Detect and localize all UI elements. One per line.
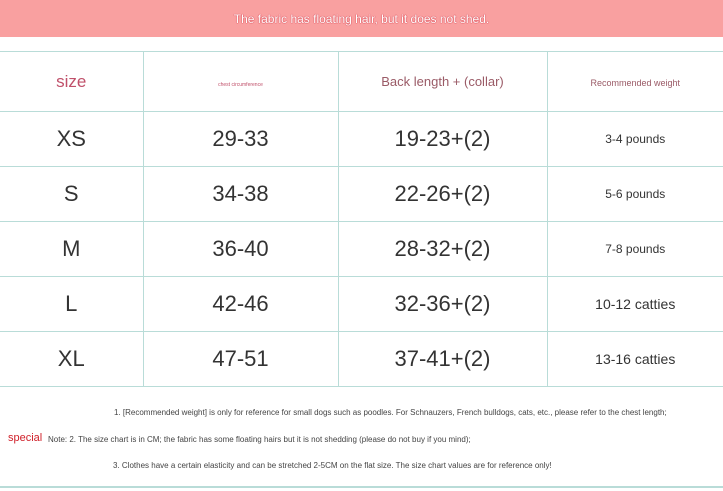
chest-cell: 42-46	[142, 276, 339, 332]
header-back-label: Back length + (collar)	[381, 73, 504, 89]
header-weight: Recommended weight	[546, 51, 723, 112]
size-cell: XL	[0, 331, 144, 387]
header-size-label: size	[56, 71, 87, 91]
chest-cell: 34-38	[142, 166, 339, 222]
table-row: XL 47-51 37-41+(2) 13-16 catties	[0, 331, 723, 387]
back-cell: 37-41+(2)	[337, 331, 548, 387]
note-3: 3. Clothes have a certain elasticity and…	[113, 461, 552, 470]
header-chest: chest circumference	[142, 51, 339, 112]
chest-cell: 47-51	[142, 331, 339, 387]
header-back: Back length + (collar)	[337, 51, 548, 112]
size-chart-table: size chest circumference Back length + (…	[0, 51, 723, 387]
weight-cell: 5-6 pounds	[546, 166, 723, 222]
chest-cell: 36-40	[142, 221, 339, 277]
special-label: special	[8, 432, 43, 444]
banner: The fabric has floating hair, but it doe…	[0, 0, 723, 37]
table-row: S 34-38 22-26+(2) 5-6 pounds	[0, 166, 723, 222]
header-row: size chest circumference Back length + (…	[0, 51, 723, 112]
size-cell: L	[0, 276, 144, 332]
chest-cell: 29-33	[142, 111, 339, 167]
back-cell: 32-36+(2)	[337, 276, 548, 332]
banner-text: The fabric has floating hair, but it doe…	[233, 11, 490, 26]
weight-cell: 7-8 pounds	[546, 221, 723, 277]
table-row: M 36-40 28-32+(2) 7-8 pounds	[0, 221, 723, 277]
size-cell: S	[0, 166, 144, 222]
table-row: XS 29-33 19-23+(2) 3-4 pounds	[0, 111, 723, 167]
weight-cell: 3-4 pounds	[546, 111, 723, 167]
weight-cell: 10-12 catties	[546, 276, 723, 332]
note-1: 1. [Recommended weight] is only for refe…	[114, 408, 667, 417]
size-cell: M	[0, 221, 144, 277]
back-cell: 19-23+(2)	[337, 111, 548, 167]
size-cell: XS	[0, 111, 144, 167]
back-cell: 22-26+(2)	[337, 166, 548, 222]
header-chest-label: chest circumference	[218, 81, 263, 88]
notes: 1. [Recommended weight] is only for refe…	[0, 386, 723, 488]
note-2: Note: 2. The size chart is in CM; the fa…	[48, 435, 471, 444]
header-size: size	[0, 51, 144, 112]
back-cell: 28-32+(2)	[337, 221, 548, 277]
weight-cell: 13-16 catties	[546, 331, 723, 387]
table-row: L 42-46 32-36+(2) 10-12 catties	[0, 276, 723, 332]
header-weight-label: Recommended weight	[590, 77, 681, 88]
